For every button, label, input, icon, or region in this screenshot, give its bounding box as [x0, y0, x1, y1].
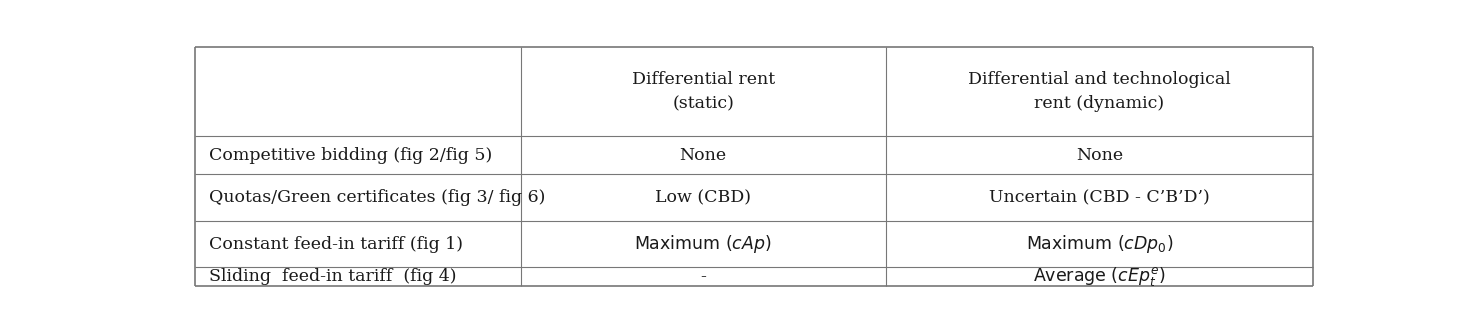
Text: Differential rent
(static): Differential rent (static) — [631, 71, 774, 112]
Text: Competitive bidding (fig 2/fig 5): Competitive bidding (fig 2/fig 5) — [209, 147, 492, 164]
Text: Uncertain (CBD - C’B’D’): Uncertain (CBD - C’B’D’) — [989, 189, 1210, 206]
Text: Sliding  feed-in tariff  (fig 4): Sliding feed-in tariff (fig 4) — [209, 268, 456, 285]
Text: None: None — [1076, 147, 1123, 164]
Text: Maximum ($cDp_0$): Maximum ($cDp_0$) — [1026, 233, 1173, 255]
Text: Low (CBD): Low (CBD) — [655, 189, 751, 206]
Text: Quotas/Green certificates (fig 3/ fig 6): Quotas/Green certificates (fig 3/ fig 6) — [209, 189, 546, 206]
Text: Maximum ($cAp$): Maximum ($cAp$) — [634, 233, 771, 255]
Text: Constant feed-in tariff (fig 1): Constant feed-in tariff (fig 1) — [209, 236, 464, 253]
Text: Differential and technological
rent (dynamic): Differential and technological rent (dyn… — [969, 71, 1231, 112]
Text: -: - — [701, 268, 707, 285]
Text: Average ($cEp^{e}_{t}$): Average ($cEp^{e}_{t}$) — [1033, 265, 1166, 288]
Text: None: None — [680, 147, 727, 164]
